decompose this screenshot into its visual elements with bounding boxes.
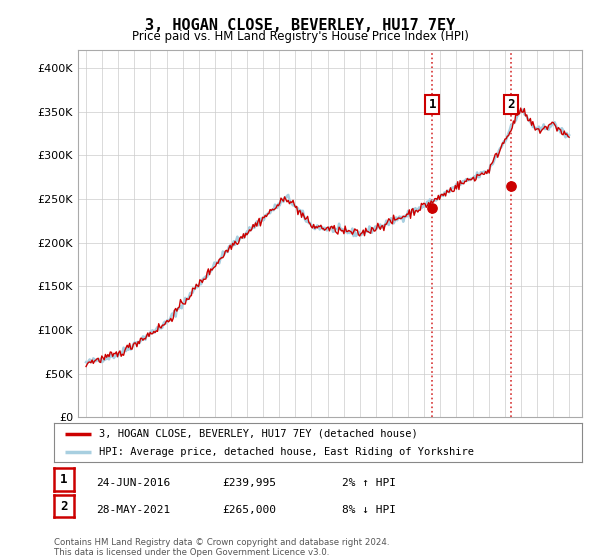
Text: 3, HOGAN CLOSE, BEVERLEY, HU17 7EY: 3, HOGAN CLOSE, BEVERLEY, HU17 7EY	[145, 18, 455, 34]
Text: 28-MAY-2021: 28-MAY-2021	[96, 505, 170, 515]
Text: 1: 1	[428, 98, 436, 111]
Point	[506, 181, 515, 190]
Text: £265,000: £265,000	[222, 505, 276, 515]
Text: HPI: Average price, detached house, East Riding of Yorkshire: HPI: Average price, detached house, East…	[99, 447, 474, 457]
Text: £239,995: £239,995	[222, 478, 276, 488]
Text: Price paid vs. HM Land Registry's House Price Index (HPI): Price paid vs. HM Land Registry's House …	[131, 30, 469, 43]
Text: 2: 2	[60, 500, 68, 513]
Text: 24-JUN-2016: 24-JUN-2016	[96, 478, 170, 488]
Text: 2: 2	[507, 98, 515, 111]
Text: 1: 1	[60, 473, 68, 486]
Point	[427, 203, 437, 212]
Text: Contains HM Land Registry data © Crown copyright and database right 2024.
This d: Contains HM Land Registry data © Crown c…	[54, 538, 389, 557]
Text: 8% ↓ HPI: 8% ↓ HPI	[342, 505, 396, 515]
Text: 2% ↑ HPI: 2% ↑ HPI	[342, 478, 396, 488]
Text: 3, HOGAN CLOSE, BEVERLEY, HU17 7EY (detached house): 3, HOGAN CLOSE, BEVERLEY, HU17 7EY (deta…	[99, 429, 418, 439]
